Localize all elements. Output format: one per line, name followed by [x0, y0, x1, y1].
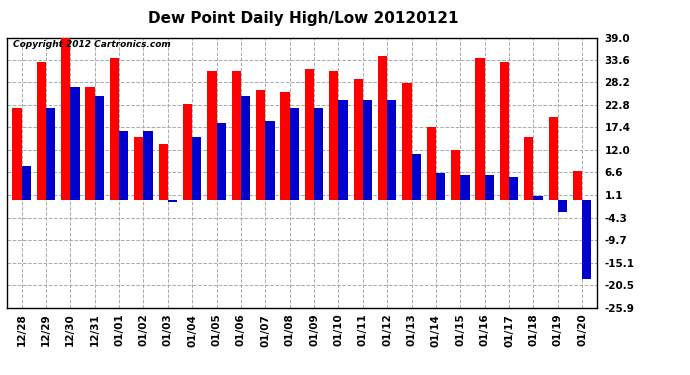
Bar: [119, 131, 128, 200]
Bar: [12, 108, 21, 200]
Bar: [86, 87, 95, 200]
Bar: [256, 90, 266, 200]
Bar: [207, 71, 217, 200]
Bar: [159, 144, 168, 200]
Bar: [61, 38, 70, 200]
Bar: [21, 166, 31, 200]
Bar: [232, 71, 241, 200]
Bar: [305, 69, 314, 200]
Bar: [524, 137, 533, 200]
Bar: [387, 100, 397, 200]
Bar: [533, 196, 543, 200]
Bar: [110, 58, 119, 200]
Bar: [183, 104, 193, 200]
Bar: [70, 87, 79, 200]
Bar: [266, 121, 275, 200]
Bar: [280, 92, 290, 200]
Bar: [290, 108, 299, 200]
Bar: [193, 137, 201, 200]
Bar: [573, 171, 582, 200]
Bar: [411, 154, 421, 200]
Bar: [436, 173, 445, 200]
Bar: [509, 177, 518, 200]
Text: Dew Point Daily High/Low 20120121: Dew Point Daily High/Low 20120121: [148, 11, 459, 26]
Bar: [363, 100, 372, 200]
Bar: [134, 137, 144, 200]
Bar: [144, 131, 152, 200]
Bar: [451, 150, 460, 200]
Bar: [460, 175, 470, 200]
Bar: [378, 56, 387, 200]
Bar: [582, 200, 591, 279]
Bar: [168, 200, 177, 202]
Bar: [475, 58, 484, 200]
Bar: [314, 108, 324, 200]
Bar: [426, 127, 436, 200]
Bar: [353, 79, 363, 200]
Bar: [95, 96, 104, 200]
Bar: [241, 96, 250, 200]
Bar: [37, 63, 46, 200]
Bar: [558, 200, 567, 212]
Bar: [46, 108, 55, 200]
Bar: [484, 175, 494, 200]
Bar: [217, 123, 226, 200]
Bar: [500, 63, 509, 200]
Bar: [338, 100, 348, 200]
Bar: [549, 117, 558, 200]
Text: Copyright 2012 Cartronics.com: Copyright 2012 Cartronics.com: [13, 40, 170, 49]
Bar: [329, 71, 338, 200]
Bar: [402, 83, 411, 200]
